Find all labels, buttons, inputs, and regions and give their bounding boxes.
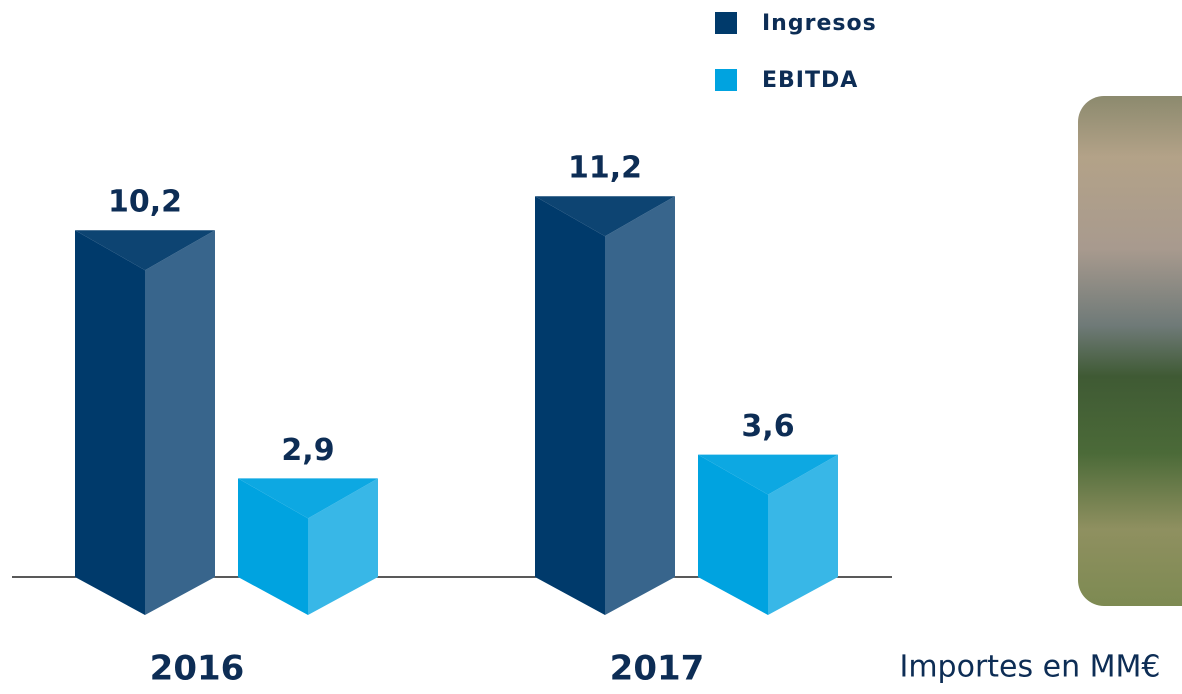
photo [1078, 96, 1182, 606]
bar-top-face [535, 196, 675, 237]
bar [535, 196, 675, 615]
x-tick-label: 2017 [610, 649, 705, 689]
value-label: 10,2 [108, 185, 182, 220]
bar-top-face [698, 454, 838, 495]
legend-swatch [715, 12, 737, 34]
legend-swatch [715, 69, 737, 91]
legend-label: Ingresos [762, 11, 877, 36]
legend-label: EBITDA [762, 68, 858, 93]
bar [75, 230, 215, 615]
bar-top-face [75, 230, 215, 271]
bar-left-face [75, 230, 145, 615]
bar-right-face [145, 230, 215, 615]
note: Importes en MM€ [899, 650, 1160, 685]
bar-left-face [535, 196, 605, 615]
bar-right-face [768, 454, 838, 615]
bar [698, 454, 838, 615]
value-label: 11,2 [568, 151, 642, 186]
bar [238, 478, 378, 615]
value-label: 2,9 [281, 433, 334, 468]
value-label: 3,6 [741, 409, 794, 444]
bar-left-face [238, 478, 308, 615]
bar-right-face [308, 478, 378, 615]
x-tick-label: 2016 [150, 649, 245, 689]
bar-top-face [238, 478, 378, 519]
bar-right-face [605, 196, 675, 615]
bar-left-face [698, 454, 768, 615]
